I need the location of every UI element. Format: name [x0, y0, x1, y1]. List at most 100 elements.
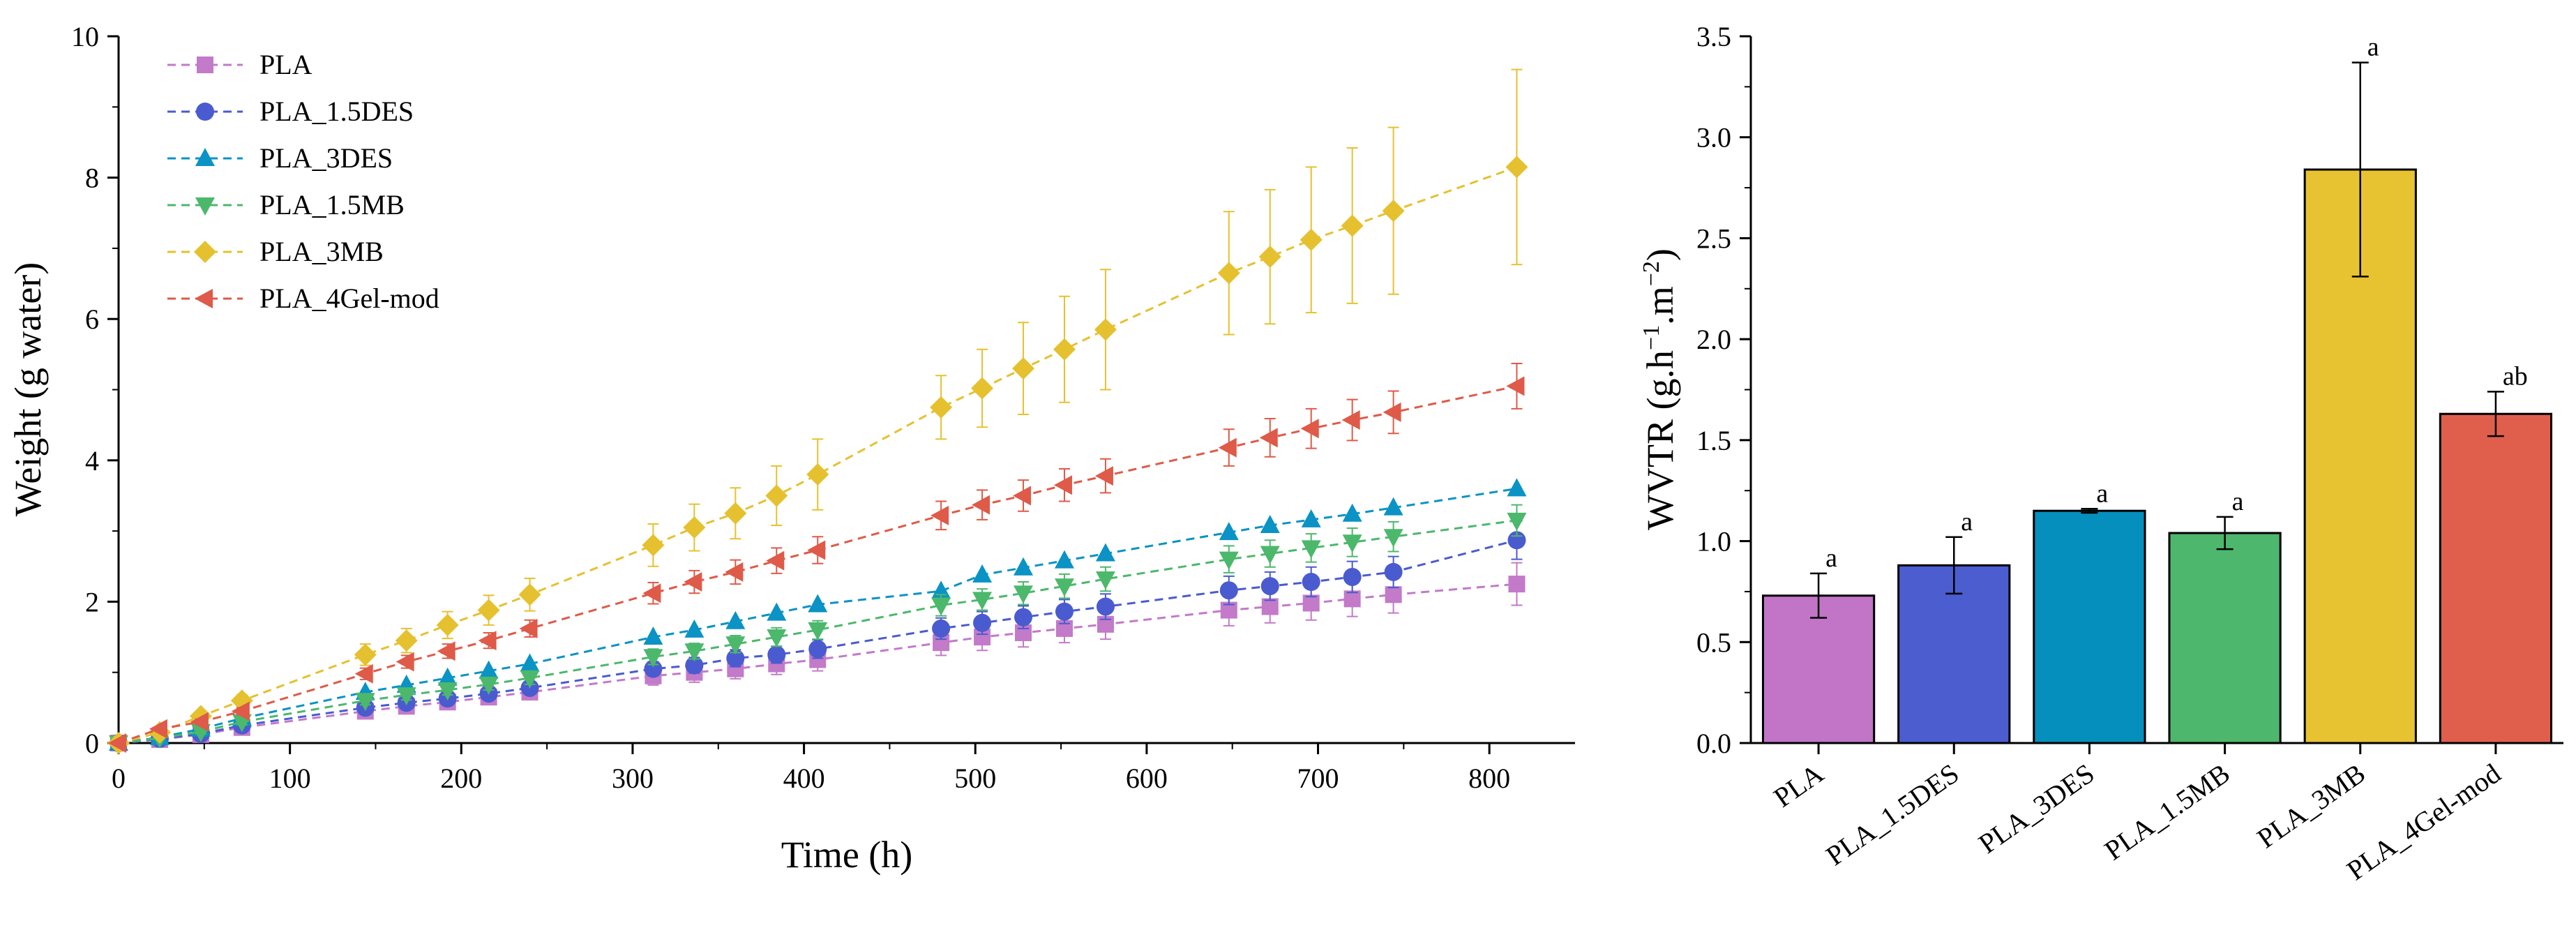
- data-point: [354, 664, 373, 684]
- data-point: [1055, 602, 1074, 621]
- significance-label: a: [2232, 487, 2244, 516]
- data-point: [1218, 437, 1237, 458]
- data-point: [808, 640, 827, 659]
- data-point: [932, 619, 951, 638]
- bar-group: a: [2033, 479, 2146, 744]
- data-point: [1014, 608, 1033, 627]
- data-point: [725, 636, 746, 655]
- data-point: [1095, 571, 1115, 590]
- x-tick-label: 100: [269, 763, 311, 794]
- bar-group: a: [1761, 544, 1876, 744]
- data-point: [973, 613, 992, 632]
- data-point: [642, 583, 661, 604]
- data-point: [1383, 402, 1401, 422]
- legend-item: PLA: [167, 49, 312, 80]
- data-point: [1014, 585, 1034, 604]
- data-point: [1259, 428, 1278, 448]
- data-point: [765, 484, 788, 507]
- data-point: [971, 377, 994, 400]
- data-point: [1219, 581, 1238, 600]
- line-chart-x-axis-label: Time (h): [781, 834, 913, 876]
- data-point: [766, 550, 785, 571]
- data-point: [684, 619, 705, 638]
- bar-chart-y-axis-label: WVTR (g.h−1.m−2): [1639, 248, 1681, 530]
- data-point: [1054, 550, 1074, 569]
- legend-label: PLA_1.5MB: [259, 189, 405, 220]
- bar: [2033, 509, 2146, 744]
- data-point: [396, 652, 414, 672]
- legend-marker: [195, 289, 213, 308]
- data-point: [190, 712, 209, 732]
- significance-label: a: [2367, 33, 2379, 62]
- data-point: [930, 396, 953, 419]
- data-point: [520, 653, 540, 672]
- data-point: [1096, 597, 1115, 616]
- data-point: [1384, 562, 1403, 581]
- data-point: [1300, 419, 1319, 439]
- data-point: [108, 733, 126, 753]
- data-point: [767, 629, 787, 648]
- data-point: [1054, 578, 1074, 597]
- data-point: [685, 656, 704, 675]
- data-point: [1300, 228, 1323, 251]
- data-point: [724, 502, 747, 525]
- legend-marker: [196, 103, 214, 121]
- data-point: [1302, 594, 1320, 612]
- legend-item: PLA_1.5DES: [167, 96, 414, 127]
- data-point: [1505, 156, 1528, 179]
- y-tick-label: 4: [85, 445, 99, 477]
- data-point: [725, 610, 746, 629]
- data-point: [683, 516, 706, 539]
- legend-label: PLA: [259, 49, 312, 80]
- data-point: [1383, 529, 1403, 548]
- series-pla-3des: [109, 478, 1527, 751]
- legend-label: PLA_1.5DES: [259, 96, 414, 127]
- data-point: [479, 660, 499, 679]
- x-tick-label: PLA_3DES: [1973, 758, 2100, 860]
- bar-group: a: [1897, 507, 2011, 744]
- legend-item: PLA_3DES: [167, 142, 393, 174]
- bar: [2439, 412, 2553, 744]
- data-point: [1506, 376, 1525, 396]
- y-tick-label: 0.0: [1696, 728, 1731, 759]
- data-point: [1301, 540, 1321, 559]
- data-point: [477, 599, 500, 622]
- data-point: [806, 463, 829, 486]
- x-tick-label: 0: [112, 763, 126, 794]
- x-tick-label: PLA: [1768, 757, 1830, 813]
- data-point: [1217, 262, 1240, 285]
- legend-marker: [197, 57, 213, 73]
- data-point: [395, 629, 418, 652]
- data-point: [436, 613, 459, 636]
- data-point: [1341, 214, 1364, 237]
- data-point: [1012, 357, 1035, 380]
- legend-item: PLA_1.5MB: [167, 189, 405, 220]
- data-point: [972, 564, 993, 583]
- data-point: [684, 643, 705, 662]
- legend-label: PLA_4Gel-mod: [259, 283, 439, 314]
- data-point: [520, 670, 540, 689]
- data-point: [1343, 590, 1361, 608]
- data-point: [1095, 543, 1115, 562]
- y-tick-label: 3.5: [1696, 21, 1731, 52]
- data-point: [643, 627, 663, 645]
- data-point: [1094, 318, 1117, 341]
- data-point: [684, 572, 702, 592]
- bar: [2168, 532, 2282, 744]
- x-tick-label: 300: [612, 763, 654, 794]
- y-tick-label: 1.5: [1696, 425, 1731, 456]
- data-point: [931, 597, 951, 616]
- data-point: [1302, 573, 1320, 592]
- data-point: [808, 622, 828, 640]
- data-point: [1301, 509, 1321, 527]
- y-tick-label: 8: [85, 163, 99, 194]
- data-point: [1507, 512, 1527, 531]
- data-point: [1013, 486, 1032, 506]
- data-point: [1219, 522, 1239, 541]
- data-point: [1053, 338, 1076, 361]
- x-tick-label: PLA_1.5DES: [1820, 758, 1964, 872]
- data-point: [478, 631, 497, 651]
- x-tick-label: 700: [1297, 763, 1339, 794]
- legend-marker: [195, 197, 215, 216]
